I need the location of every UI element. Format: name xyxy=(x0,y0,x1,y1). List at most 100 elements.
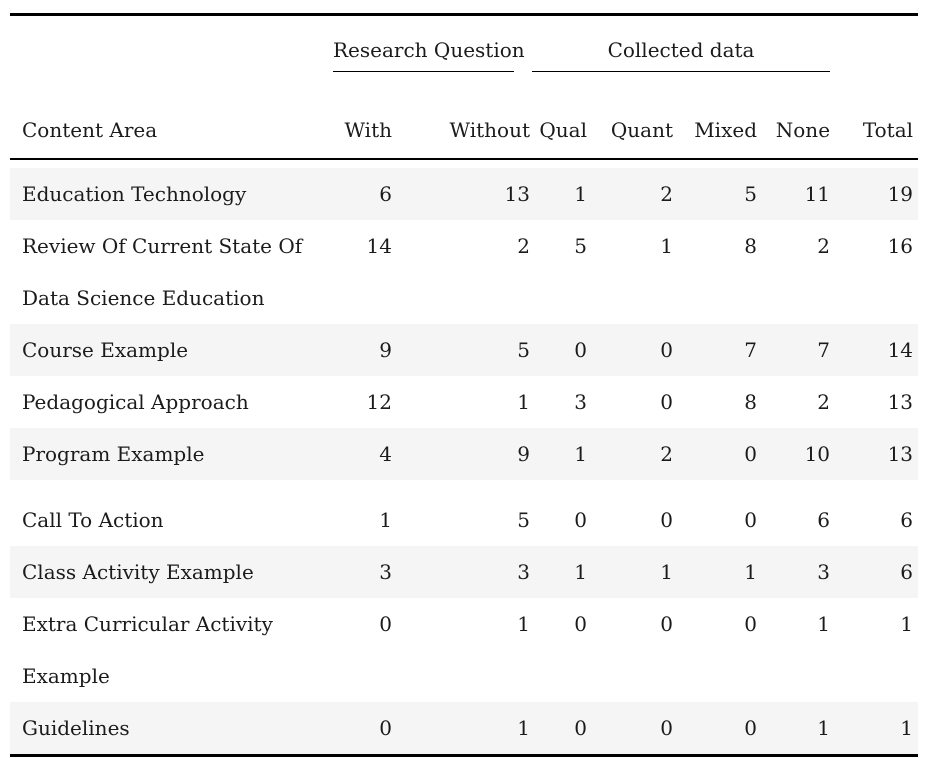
cell-total: 6 xyxy=(830,546,919,598)
spanner-research-question: Research Question xyxy=(330,15,530,72)
cell-without: 5 xyxy=(517,508,530,532)
cell-with: 0 xyxy=(330,702,392,756)
cell-with: 0 xyxy=(379,612,392,636)
cell-mixed: 5 xyxy=(673,168,757,220)
col-header-content-area: Content Area xyxy=(10,72,330,160)
cell-qual: 0 xyxy=(574,612,587,636)
cell-quant: 1 xyxy=(587,546,673,598)
row-label: Class Activity Example xyxy=(10,546,330,598)
table-row: Education Technology 6 13 1 2 5 11 19 xyxy=(10,168,919,220)
cell-none: 7 xyxy=(757,324,831,376)
cell-quant: 0 xyxy=(587,324,673,376)
gap-cell xyxy=(10,159,919,168)
row-label-line: Course Example xyxy=(22,338,189,362)
row-label-line: Review Of Current State Of xyxy=(22,234,303,258)
row-label: Review Of Current State Of Data Science E… xyxy=(10,220,330,324)
row-label: Program Example xyxy=(10,428,330,480)
row-label-line: Example xyxy=(22,664,110,688)
content-area-summary-table: Research Question Collected data Content… xyxy=(10,13,919,757)
gap-cell xyxy=(10,480,919,494)
col-header-mixed: Mixed xyxy=(673,72,757,160)
cell-quant: 0 xyxy=(587,702,673,756)
row-label: Education Technology xyxy=(10,168,330,220)
row-label: Call To Action xyxy=(10,494,330,546)
cell-without: 9 xyxy=(392,428,530,480)
table-row: Program Example 4 9 1 2 0 10 13 xyxy=(10,428,919,480)
cell-mixed: 0 xyxy=(744,612,757,636)
cell-mixed: 0 xyxy=(673,428,757,480)
cell-mixed: 0 xyxy=(744,508,757,532)
gap-row xyxy=(10,480,919,494)
row-label-line: Program Example xyxy=(22,442,205,466)
cell-without: 3 xyxy=(392,546,530,598)
row-label-line: Call To Action xyxy=(22,508,164,532)
cell-with: 14 xyxy=(366,234,392,258)
row-label-line: Education Technology xyxy=(22,182,247,206)
cell-none: 1 xyxy=(817,612,831,636)
col-header-with: With xyxy=(330,72,392,160)
cell-qual: 3 xyxy=(574,390,587,414)
spanner-research-question-label: Research Question xyxy=(333,38,525,72)
cell-total: 6 xyxy=(900,508,914,532)
cell-without: 5 xyxy=(392,324,530,376)
column-header-row: Content Area With Without Qual Quant Mix… xyxy=(10,72,919,160)
cell-with: 6 xyxy=(330,168,392,220)
cell-quant: 1 xyxy=(660,234,673,258)
spanner-collected-data-label: Collected data xyxy=(532,38,831,72)
cell-qual: 0 xyxy=(574,508,587,532)
cell-total: 1 xyxy=(900,612,914,636)
cell-with: 4 xyxy=(330,428,392,480)
table-head: Research Question Collected data Content… xyxy=(10,15,919,160)
cell-total: 13 xyxy=(830,428,919,480)
col-header-total: Total xyxy=(830,72,919,160)
row-label: Pedagogical Approach xyxy=(10,376,330,428)
gap-row xyxy=(10,159,919,168)
spanner-spacer-right xyxy=(830,15,918,73)
cell-none: 11 xyxy=(757,168,831,220)
cell-without: 2 xyxy=(517,234,530,258)
cell-with: 12 xyxy=(366,390,392,414)
cell-quant: 0 xyxy=(660,390,673,414)
cell-total: 1 xyxy=(830,702,919,756)
cell-without: 1 xyxy=(517,390,530,414)
cell-with: 1 xyxy=(379,508,392,532)
row-label-line: Pedagogical Approach xyxy=(22,390,249,414)
table-row: Guidelines 0 1 0 0 0 1 1 xyxy=(10,702,919,756)
row-label: Guidelines xyxy=(10,702,330,756)
col-header-without: Without xyxy=(392,72,530,160)
cell-with: 3 xyxy=(330,546,392,598)
table-row: Review Of Current State Of Data Science E… xyxy=(10,220,918,324)
cell-qual: 1 xyxy=(530,428,587,480)
table-body: Education Technology 6 13 1 2 5 11 19 Review Of … xyxy=(10,159,919,756)
cell-none: 2 xyxy=(817,234,831,258)
spanner-spacer-left xyxy=(10,15,330,73)
row-label-line: Extra Curricular Activity xyxy=(22,612,273,636)
cell-qual: 1 xyxy=(530,168,587,220)
cell-mixed: 0 xyxy=(673,702,757,756)
row-label-line: Class Activity Example xyxy=(22,560,254,584)
cell-quant: 2 xyxy=(587,428,673,480)
table-row: Extra Curricular Activity Example 0 1 0 0 0 1 1 xyxy=(10,598,918,702)
cell-none: 6 xyxy=(817,508,831,532)
cell-none: 1 xyxy=(757,702,831,756)
row-label-line: Data Science Education xyxy=(22,286,265,310)
table-row: Pedagogical Approach 12 1 3 0 8 2 13 xyxy=(10,376,918,428)
cell-total: 19 xyxy=(830,168,919,220)
cell-qual: 5 xyxy=(574,234,587,258)
cell-without: 1 xyxy=(517,612,530,636)
spanner-collected-data: Collected data xyxy=(530,15,831,72)
cell-total: 14 xyxy=(830,324,919,376)
row-label-line: Guidelines xyxy=(22,716,130,740)
cell-quant: 2 xyxy=(587,168,673,220)
cell-quant: 0 xyxy=(660,612,673,636)
col-header-none: None xyxy=(757,72,831,160)
cell-qual: 1 xyxy=(530,546,587,598)
cell-none: 2 xyxy=(817,390,831,414)
table-row: Course Example 9 5 0 0 7 7 14 xyxy=(10,324,919,376)
cell-total: 13 xyxy=(887,390,914,414)
cell-mixed: 8 xyxy=(744,234,757,258)
cell-qual: 0 xyxy=(530,702,587,756)
table-row: Call To Action 1 5 0 0 0 6 6 xyxy=(10,494,918,546)
row-label: Extra Curricular Activity Example xyxy=(10,598,330,702)
